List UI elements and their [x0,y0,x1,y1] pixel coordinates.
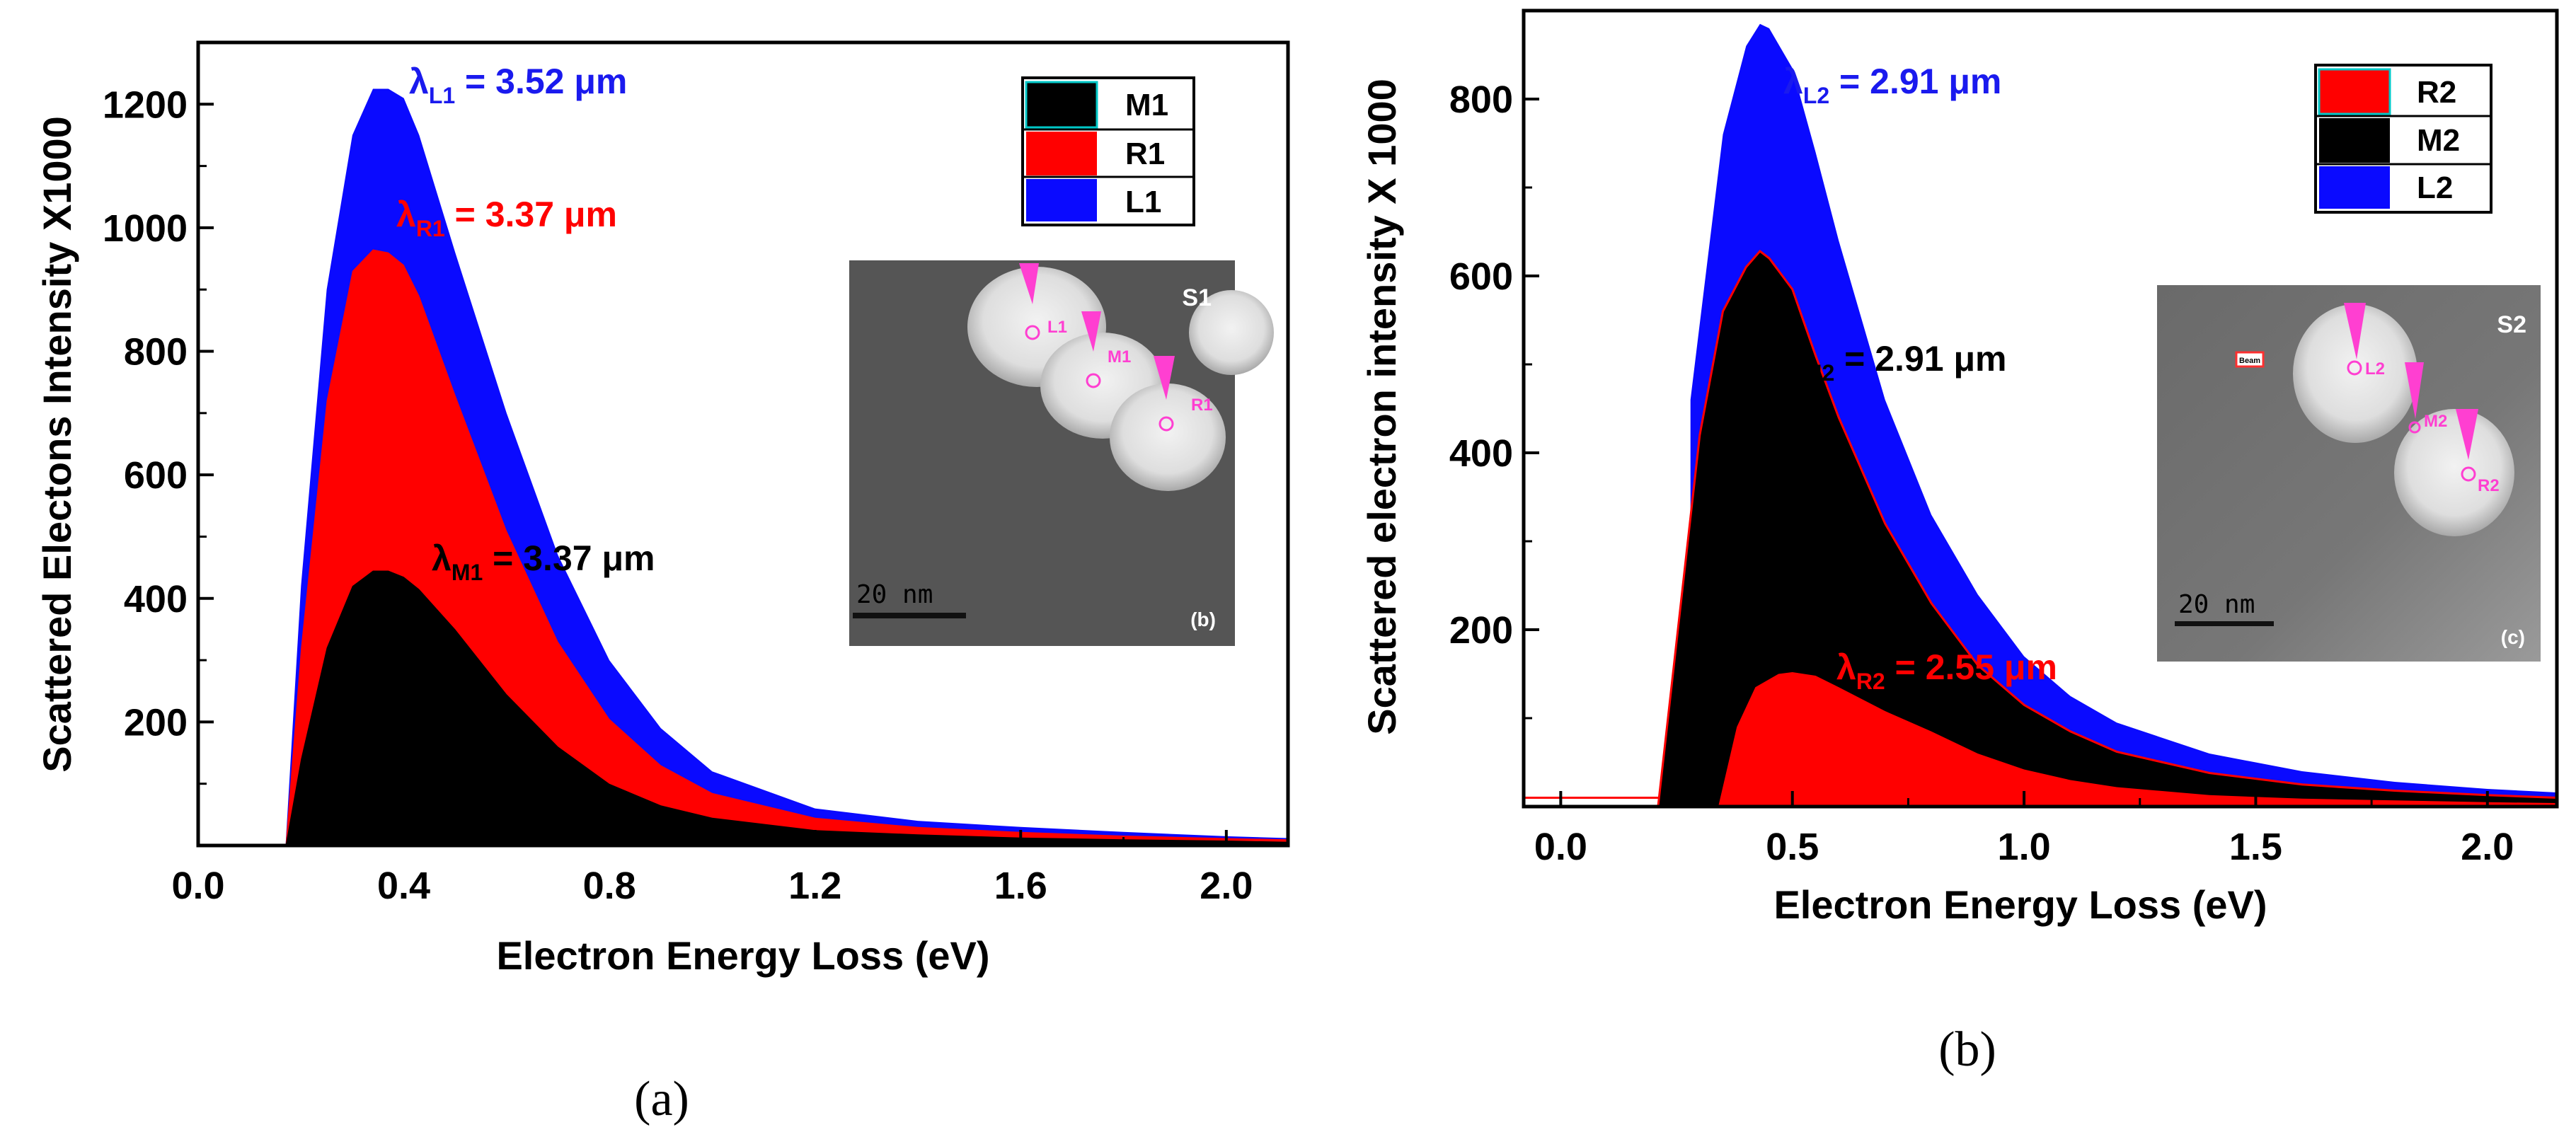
chart-b-series-m2 [1657,249,2558,808]
chart-b-annotation-m2: λM2 = 2.91 μm [1783,339,2007,386]
chart-b-x-tick-label: 1.5 [2229,826,2282,868]
chart-a-x-tick-label: 1.2 [788,865,841,907]
chart-b-plot-frame [1522,8,2559,809]
chart-b-legend-label-l2: L2 [2417,171,2453,205]
chart-b-inset-marker-point [2461,466,2476,482]
chart-a-caption: (a) [634,1072,689,1126]
chart-a-legend-label-l1: L1 [1125,185,1161,219]
chart-b-x-tick-label: 0.5 [1766,826,1819,868]
chart-a-inset-marker-label: R1 [1191,396,1213,415]
chart-b-x-tick-label: 0.0 [1534,826,1587,868]
chart-b-x-tick-label: 2.0 [2461,826,2514,868]
chart-b-inset-beam-label: Beam [2239,357,2260,365]
chart-a-annotation-l1: λL1 = 3.52 μm [409,62,627,108]
chart-a-annotation-m1: λM1 = 3.37 μm [432,538,655,585]
chart-a: 0.0 0.4 0.8 1.2 1.6 2.0 200 400 600 800 1000 1200 E… [35,40,1290,1126]
chart-a-inset-marker-label: L1 [1047,318,1067,337]
chart-b-inset-marker-point [2347,360,2362,376]
chart-b-inset-marker-arrow [2405,362,2424,419]
chart-a-legend-swatch-m1 [1025,81,1098,129]
chart-b-caption: (b) [1938,1022,1996,1077]
chart-a-inset-marker-point [1158,416,1174,432]
chart-b-inset-corner-label: S2 [2497,311,2526,338]
chart-b-legend-swatch-m2 [2319,118,2390,163]
chart-a-inset-marker-label: M1 [1108,347,1131,367]
chart-a-y-axis-title: Scattered Electons Intensity X1000 [35,116,79,773]
chart-a-x-tick-label: 0.4 [377,865,430,907]
chart-a-y-tick-label: 800 [124,331,188,374]
chart-a-inset-particle [1189,290,1274,375]
chart-a-inset-particle [1110,383,1226,491]
chart-b-series-layer [1524,23,2558,808]
chart-b-legend: R2 M2 L2 [2314,64,2492,214]
chart-b-tick-layer: 0.0 0.5 1.0 1.5 2.0 200 400 600 800 [1449,79,2514,868]
chart-b-legend-label-r2: R2 [2417,75,2456,110]
chart-b-legend-swatch-l2 [2319,166,2390,209]
chart-a-inset-sub-label: (b) [1190,608,1216,630]
chart-a-x-tick-label: 2.0 [1200,865,1253,907]
chart-b-inset-scale-label: 20 nm [2178,590,2255,619]
chart-b-y-tick-label: 600 [1449,255,1513,298]
chart-b-series-r2 [1718,672,2557,807]
chart-b-y-tick-label: 200 [1449,609,1513,652]
chart-b-legend-label-m2: M2 [2417,123,2460,158]
chart-a-y-tick-label: 600 [124,454,188,497]
chart-a-x-tick-label: 0.8 [583,865,636,907]
chart-a-series-layer [285,88,1288,845]
chart-a-inset-scale-bar [853,613,966,618]
chart-b-annotation-l2: λL2 = 2.91 μm [1783,62,2001,108]
chart-b-legend-swatch-r2 [2318,68,2391,115]
chart-b-y-axis-title: Scattered electron intensity X 1000 [1359,79,1404,735]
chart-a-inset-marker-arrow [1154,356,1175,400]
chart-b-inset-marker-label: R2 [2478,476,2500,495]
chart-a-inset-marker-arrow [1019,263,1039,304]
chart-a-inset-marker-point [1025,325,1040,340]
chart-a-inset-marker-arrow [1081,311,1101,352]
chart-a-legend-swatch-r1 [1026,132,1097,175]
chart-a-legend: M1 R1 L1 [1021,76,1195,226]
chart-b-inset-particle [2394,409,2514,536]
chart-a-x-tick-label: 1.6 [994,865,1047,907]
chart-a-series-r1 [285,249,1288,845]
chart-a-inset-marker-point [1086,373,1101,388]
chart-b-inset-marker-arrow [2456,409,2478,460]
chart-a-tick-layer: 0.0 0.4 0.8 1.2 1.6 2.0 200 400 600 800 1000 1200 [103,83,1253,907]
chart-a-inset-corner-label: S1 [1182,284,1212,311]
chart-b-x-tick-label: 1.0 [1998,826,2051,868]
chart-b-annotation-r2: λR2 = 2.55 μm [1836,647,2057,694]
chart-b-inset-marker-label: M2 [2424,412,2447,431]
chart-b-inset-marker-point [2408,421,2421,434]
chart-b-y-tick-label: 400 [1449,432,1513,475]
chart-a-inset-scale-label: 20 nm [856,580,933,609]
chart-b-inset-micrograph: Beam S2 (c) 20 nm L2 M2 R2 [2157,285,2541,662]
chart-a-annotation-r1: λR1 = 3.37 μm [396,195,617,241]
chart-a-plot-frame [196,40,1290,848]
chart-a-legend-label-r1: R1 [1125,137,1165,171]
chart-b-inset-scale-bar [2175,621,2274,626]
chart-b-inset-sub-label: (c) [2501,626,2525,648]
chart-a-legend-label-m1: M1 [1125,88,1168,122]
chart-b-inset-marker-label: L2 [2365,359,2385,379]
chart-b-inset-beam-marker [2235,351,2265,368]
chart-a-x-tick-label: 0.0 [171,865,224,907]
chart-b-x-axis-title: Electron Energy Loss (eV) [1773,882,2267,927]
chart-a-y-tick-label: 1000 [103,207,188,250]
chart-b-inset-marker-arrow [2344,303,2366,359]
chart-a-y-tick-label: 200 [124,701,188,744]
chart-a-series-m1 [285,570,1288,845]
chart-b: 0.0 0.5 1.0 1.5 2.0 200 400 600 800 Electron Ene… [1359,8,2559,1077]
chart-a-y-tick-label: 1200 [103,83,188,126]
chart-a-inset-micrograph: S1 (b) 20 nm L1 M1 R1 [849,260,1274,646]
chart-a-x-axis-title: Electron Energy Loss (eV) [496,933,989,978]
chart-a-y-tick-label: 400 [124,578,188,621]
chart-a-legend-swatch-l1 [1026,179,1097,221]
chart-b-y-tick-label: 800 [1449,79,1513,121]
